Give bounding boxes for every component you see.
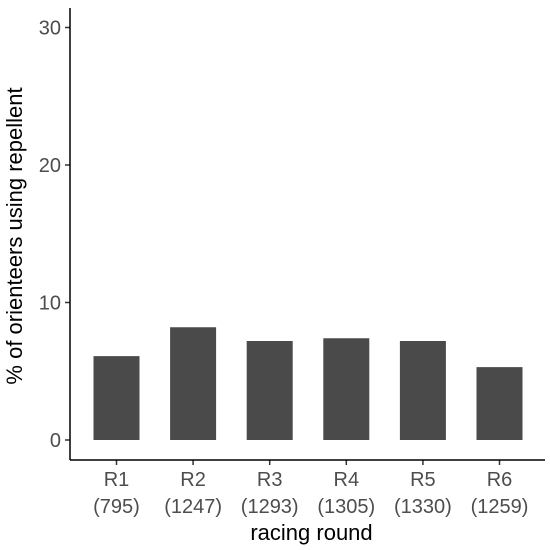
- y-axis-ticks: 0 10 20 30: [39, 18, 70, 452]
- x-tick-label: R6: [487, 469, 513, 491]
- y-tick-label: 10: [39, 293, 61, 315]
- bar-r4: [323, 338, 370, 440]
- x-axis-ticks: R1 (795) R2 (1247) R3 (1293) R4 (1305) R5 (1330) R…: [93, 460, 528, 518]
- bar-r5: [399, 341, 446, 440]
- x-tick-sublabel: (1247): [164, 496, 222, 518]
- y-tick-label: 20: [39, 155, 61, 177]
- x-tick-label: R5: [410, 469, 436, 491]
- y-axis-title: % of orienteers using repellent: [2, 87, 27, 384]
- x-tick-sublabel: (1330): [394, 496, 452, 518]
- x-tick-label: R2: [180, 469, 206, 491]
- bar-r1: [93, 356, 140, 440]
- x-tick-sublabel: (795): [93, 496, 140, 518]
- bars: [93, 327, 523, 440]
- x-tick-sublabel: (1293): [241, 496, 299, 518]
- x-tick-sublabel: (1305): [317, 496, 375, 518]
- bar-r3: [246, 341, 293, 440]
- bar-r6: [476, 367, 523, 440]
- y-tick-label: 30: [39, 18, 61, 40]
- x-tick-label: R4: [334, 469, 360, 491]
- x-tick-label: R1: [104, 469, 130, 491]
- x-tick-label: R3: [257, 469, 283, 491]
- x-tick-sublabel: (1259): [471, 496, 529, 518]
- x-axis-title: racing round: [250, 520, 372, 545]
- y-tick-label: 0: [50, 430, 61, 452]
- bar-r2: [170, 327, 217, 440]
